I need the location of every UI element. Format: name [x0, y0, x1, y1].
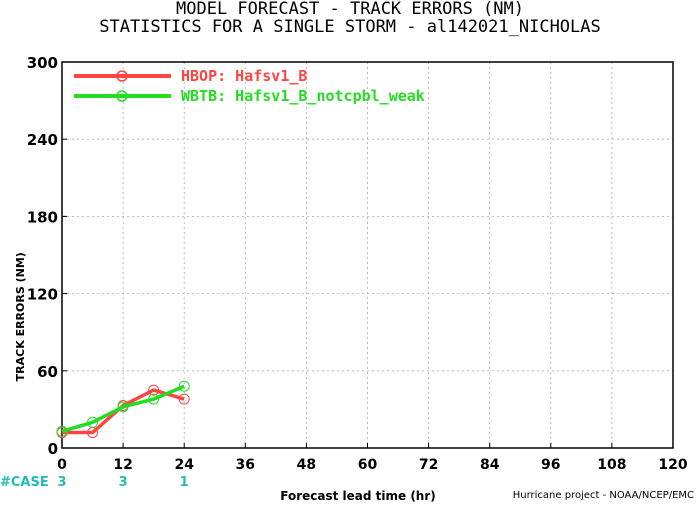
case-count: 1: [180, 475, 189, 490]
x-tick-label: 24: [174, 457, 194, 473]
data-point: [148, 384, 160, 396]
data-point: [178, 393, 190, 405]
x-tick-label: 108: [597, 457, 626, 473]
y-tick-label: 300: [27, 54, 58, 72]
chart-title: MODEL FORECAST - TRACK ERRORS (NM): [176, 0, 524, 19]
grid-lines: [62, 62, 673, 448]
y-tick-label: 120: [27, 286, 58, 304]
x-tick-label: 0: [57, 457, 67, 473]
legend-label: WBTB: Hafsv1_B_notcpbl_weak: [181, 87, 425, 105]
y-tick-label: 0: [48, 440, 58, 458]
x-tick-label: 72: [419, 457, 438, 473]
case-count: 3: [57, 475, 66, 490]
data-point: [87, 416, 99, 428]
legend-marker: [116, 70, 128, 82]
y-axis-label: TRACK ERRORS (NM): [14, 252, 27, 381]
x-tick-label: 84: [480, 457, 500, 473]
x-tick-label: 48: [297, 457, 316, 473]
chart-subtitle: STATISTICS FOR A SINGLE STORM - al142021…: [99, 17, 601, 37]
x-tick-label: 12: [113, 457, 132, 473]
series-line: [61, 384, 185, 433]
y-tick-label: 180: [27, 208, 58, 226]
case-label: #CASE: [0, 475, 49, 490]
axis-ticks: 0 12 24 36 48 60 72 84 96 108 120 0 60 120 180 240 300: [27, 54, 688, 473]
x-tick-label: 36: [236, 457, 255, 473]
legend-marker: [116, 90, 128, 102]
x-tick-label: 96: [541, 457, 560, 473]
data-point: [148, 393, 160, 405]
data-point: [117, 401, 129, 413]
x-axis-label: Forecast lead time (hr): [280, 489, 436, 503]
case-count: 3: [119, 475, 128, 490]
y-tick-label: 60: [37, 363, 58, 381]
x-tick-label: 60: [358, 457, 378, 473]
footer-credit: Hurricane project - NOAA/NCEP/EMC: [512, 490, 694, 501]
data-point: [56, 425, 68, 437]
case-counts: 3 3 1: [57, 475, 188, 490]
y-tick-label: 240: [27, 131, 58, 149]
data-point: [178, 380, 190, 392]
series-layer: [56, 380, 190, 439]
legend-label: HBOP: Hafsv1_B: [181, 67, 307, 85]
x-tick-label: 120: [658, 457, 687, 473]
legend: HBOP: Hafsv1_B WBTB: Hafsv1_B_notcpbl_wea…: [74, 67, 425, 105]
